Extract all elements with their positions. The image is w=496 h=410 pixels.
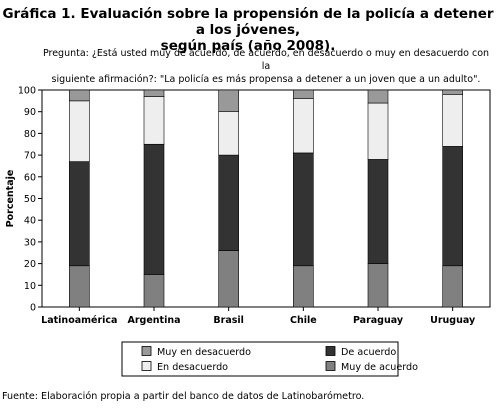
y-tick-label: 80 — [24, 129, 36, 140]
y-tick-label: 60 — [24, 172, 36, 183]
bar-segment-de-acuerdo — [442, 146, 463, 267]
chart-title-line1: Gráfica 1. Evaluación sobre la propensió… — [2, 6, 494, 38]
y-tick-label: 30 — [24, 237, 36, 248]
bar-segment-muy-en-desacuerdo — [69, 89, 90, 102]
legend: Muy en desacuerdo De acuerdo En desacuerdo… — [121, 341, 418, 377]
bar-segment-muy-en-desacuerdo — [143, 89, 165, 97]
survey-question-line2: siguiente afirmación?: "La policía es má… — [51, 74, 481, 85]
bar-segment-de-acuerdo — [143, 143, 165, 275]
bar-segment-en-desacuerdo — [143, 96, 165, 145]
legend-swatch — [325, 361, 336, 371]
y-axis-label: Porcentaje — [5, 170, 16, 228]
source-note: Fuente: Elaboración propia a partir del … — [2, 391, 365, 402]
legend-label: De acuerdo — [341, 347, 396, 358]
y-tick-label: 50 — [24, 194, 36, 205]
legend-box — [121, 341, 399, 377]
legend-swatch — [325, 346, 336, 356]
bar-segment-de-acuerdo — [367, 159, 389, 264]
stacked-bar-chart: 0 10 20 30 40 50 60 70 80 90 100 Porcentaje Latinoam… — [5, 86, 491, 377]
survey-question: Pregunta: ¿Está usted muy de acuerdo, de… — [40, 47, 492, 86]
bar-segment-muy-de-acuerdo — [218, 250, 239, 308]
x-tick-label: Chile — [290, 315, 317, 326]
bar-segment-en-desacuerdo — [367, 102, 389, 160]
x-tick-label: Uruguay — [430, 315, 476, 326]
bar-segment-muy-de-acuerdo — [143, 274, 165, 308]
bar-segment-muy-en-desacuerdo — [442, 89, 463, 95]
bar-segment-muy-de-acuerdo — [367, 263, 389, 308]
legend-swatch — [141, 361, 152, 371]
legend-label: En desacuerdo — [157, 362, 228, 373]
plot-area: 0 10 20 30 40 50 60 70 80 90 100 Porcentaje Latinoam… — [5, 86, 491, 326]
bar-segment-muy-de-acuerdo — [442, 265, 463, 308]
chart-title: Gráfica 1. Evaluación sobre la propensió… — [0, 6, 496, 54]
bar-segment-en-desacuerdo — [69, 100, 90, 162]
chart-title-line2: según país (año 2008). — [160, 38, 336, 54]
bar-segment-muy-en-desacuerdo — [367, 89, 389, 104]
x-tick-label: Brasil — [213, 315, 244, 326]
y-tick-label: 40 — [24, 216, 36, 227]
y-tick-label: 10 — [24, 281, 36, 292]
legend-swatch — [141, 346, 152, 356]
x-tick-label: Argentina — [127, 315, 180, 326]
y-tick-label: 90 — [24, 107, 36, 118]
y-tick-label: 100 — [18, 86, 36, 97]
legend-label: Muy en desacuerdo — [157, 347, 251, 358]
bar-segment-muy-en-desacuerdo — [293, 89, 314, 99]
survey-question-line1: Pregunta: ¿Está usted muy de acuerdo, de… — [42, 48, 490, 72]
bar-segment-de-acuerdo — [218, 154, 239, 251]
bar-segment-en-desacuerdo — [218, 111, 239, 156]
bar-segment-de-acuerdo — [69, 161, 90, 267]
x-tick-label: Latinoamérica — [41, 315, 117, 326]
y-tick-label: 0 — [30, 303, 36, 314]
legend-label: Muy de acuerdo — [341, 362, 418, 373]
bar-segment-muy-en-desacuerdo — [218, 89, 239, 113]
y-tick-label: 70 — [24, 151, 36, 162]
bar-segment-en-desacuerdo — [442, 94, 463, 147]
plot-frame — [41, 89, 491, 308]
bar-segment-muy-de-acuerdo — [69, 265, 90, 308]
x-tick-label: Paraguay — [353, 315, 404, 326]
y-tick-label: 20 — [24, 259, 36, 270]
bar-segment-de-acuerdo — [293, 152, 314, 267]
bar-segment-en-desacuerdo — [293, 98, 314, 154]
bar-segment-muy-de-acuerdo — [293, 265, 314, 308]
